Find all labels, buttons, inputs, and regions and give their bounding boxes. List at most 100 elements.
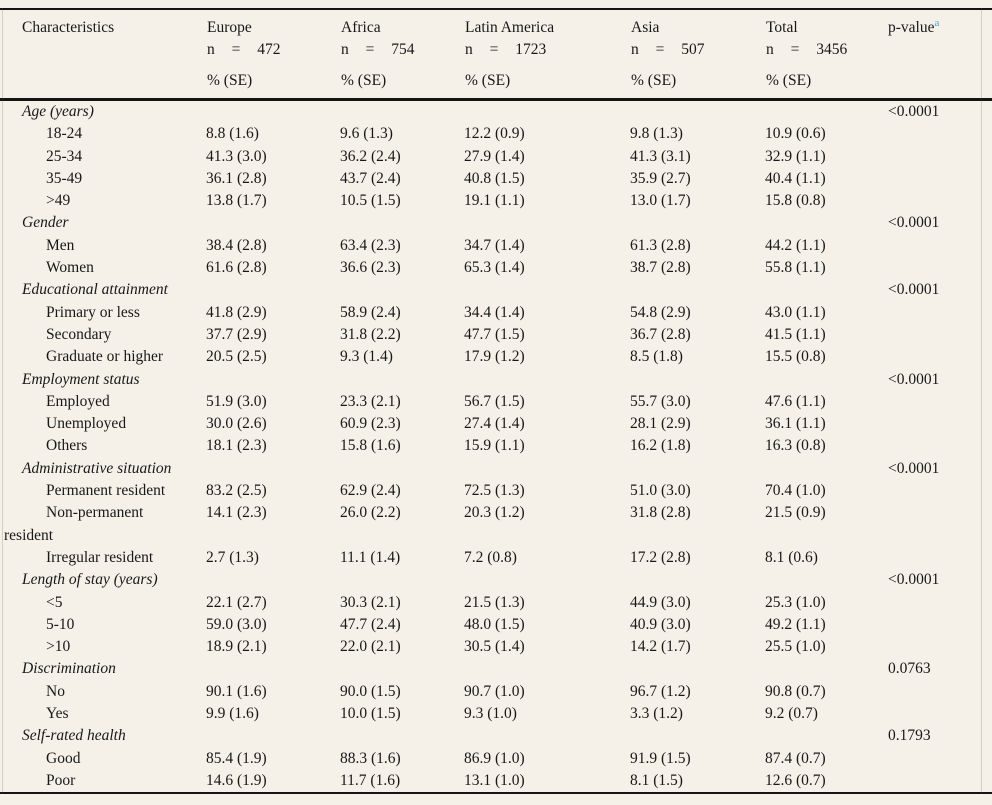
- value-cell: 41.5 (1.1): [765, 325, 826, 343]
- value-cell: 9.6 (1.3): [340, 125, 393, 143]
- data-row: Permanent resident 83.2 (2.5) 62.9 (2.4) 72…: [0, 480, 992, 502]
- p-value-empty: [886, 123, 992, 145]
- value-cell: 23.3 (2.1): [340, 392, 401, 410]
- value-cell: 17.9 (1.2): [464, 348, 525, 366]
- row-label: 18-24: [46, 125, 83, 143]
- left-edge-rule: [2, 8, 3, 794]
- section-label: Discrimination: [22, 660, 116, 678]
- value-cell-empty: [765, 279, 886, 301]
- value-cell-empty: [464, 458, 630, 480]
- value-cell-empty: [630, 725, 765, 747]
- value-cell: 40.4 (1.1): [765, 169, 826, 187]
- value-cell: 48.0 (1.5): [464, 615, 525, 633]
- value-cell: 9.9 (1.6): [206, 705, 259, 723]
- value-cell-empty: [206, 569, 340, 591]
- value-cell: 10.9 (0.6): [765, 125, 826, 143]
- row-label: <5: [46, 593, 63, 611]
- value-cell-empty: [464, 212, 630, 234]
- value-cell: 21.5 (0.9): [765, 504, 826, 522]
- data-row: Good 85.4 (1.9) 88.3 (1.6) 86.9 (1.0) 91.9 (…: [0, 748, 992, 770]
- value-cell-empty: [340, 725, 464, 747]
- section-label: Administrative situation: [22, 459, 172, 477]
- p-value-empty: [886, 190, 992, 212]
- p-value-empty: [886, 636, 992, 658]
- value-cell: 86.9 (1.0): [464, 749, 525, 767]
- value-cell: 12.2 (0.9): [464, 125, 525, 143]
- value-cell-empty: [630, 658, 765, 680]
- data-row: Women 61.6 (2.8) 36.6 (2.3) 65.3 (1.4) 38.7 …: [0, 257, 992, 279]
- value-cell-empty: [630, 279, 765, 301]
- row-label: Permanent resident: [46, 482, 166, 500]
- value-cell-empty: [206, 458, 340, 480]
- value-cell: 51.0 (3.0): [630, 482, 691, 500]
- value-cell: 47.6 (1.1): [765, 392, 826, 410]
- p-value-empty: [886, 480, 992, 502]
- footnote-marker: a: [934, 16, 940, 29]
- value-cell: 36.6 (2.3): [340, 259, 401, 277]
- value-cell: 26.0 (2.2): [340, 504, 401, 522]
- value-cell: 10.0 (1.5): [340, 705, 401, 723]
- value-cell: 8.1 (0.6): [765, 548, 818, 566]
- row-label: Unemployed: [46, 415, 127, 433]
- col-pct: % (SE): [341, 72, 387, 89]
- section-row: Length of stay (years) <0.0001: [0, 569, 992, 591]
- row-label: Poor: [46, 771, 76, 789]
- row-label: Employed: [46, 392, 110, 410]
- value-cell: 22.1 (2.7): [206, 593, 267, 611]
- value-cell-empty: [765, 369, 886, 391]
- value-cell: 8.5 (1.8): [630, 348, 683, 366]
- col-name: Latin America: [465, 19, 555, 36]
- value-cell: 36.1 (1.1): [765, 415, 826, 433]
- value-cell: 41.8 (2.9): [206, 303, 267, 321]
- section-row: Self-rated health 0.1793: [0, 725, 992, 747]
- value-cell-empty: [630, 212, 765, 234]
- p-value-empty: [886, 346, 992, 368]
- header-col-europe: Europe n = 472 % (SE): [206, 9, 340, 100]
- value-cell-empty: [464, 658, 630, 680]
- row-label: Men: [46, 236, 75, 254]
- value-cell: 30.3 (2.1): [340, 593, 401, 611]
- characteristics-table: Characteristics Europe n = 472 % (SE) Af…: [0, 8, 992, 795]
- value-cell: 27.4 (1.4): [464, 415, 525, 433]
- value-cell: 15.5 (0.8): [765, 348, 826, 366]
- p-value-empty: [886, 681, 992, 703]
- p-value: 0.1793: [888, 727, 931, 745]
- value-cell: 59.0 (3.0): [206, 615, 267, 633]
- p-value-empty: [886, 592, 992, 614]
- value-cell-empty: [630, 458, 765, 480]
- value-cell: 38.4 (2.8): [206, 236, 267, 254]
- value-cell: 36.1 (2.8): [206, 169, 267, 187]
- col-name: Asia: [631, 19, 660, 36]
- value-cell-empty: [340, 569, 464, 591]
- value-cell-empty: [206, 369, 340, 391]
- value-cell-empty: [765, 569, 886, 591]
- value-cell: 49.2 (1.1): [765, 615, 826, 633]
- p-value-empty: [886, 391, 992, 413]
- table-body: Age (years) <0.0001 18-24 8.8 (1.6) 9.6 (1.3…: [0, 100, 992, 794]
- value-cell-empty: [630, 369, 765, 391]
- p-value-empty: [886, 257, 992, 279]
- value-cell: 91.9 (1.5): [630, 749, 691, 767]
- data-row: >49 13.8 (1.7) 10.5 (1.5) 19.1 (1.1) 13.0 (1…: [0, 190, 992, 212]
- value-cell: 30.0 (2.6): [206, 415, 267, 433]
- header-col-asia: Asia n = 507 % (SE): [630, 9, 765, 100]
- value-cell: 36.7 (2.8): [630, 325, 691, 343]
- value-cell: 31.8 (2.2): [340, 325, 401, 343]
- p-value-empty: [886, 146, 992, 168]
- value-cell-empty: [206, 100, 340, 124]
- value-cell: 9.2 (0.7): [765, 705, 818, 723]
- value-cell: 15.9 (1.1): [464, 437, 525, 455]
- value-cell: 55.8 (1.1): [765, 259, 826, 277]
- value-cell: 56.7 (1.5): [464, 392, 525, 410]
- section-row: Gender <0.0001: [0, 212, 992, 234]
- data-row: 18-24 8.8 (1.6) 9.6 (1.3) 12.2 (0.9) 9.8 (1.…: [0, 123, 992, 145]
- col-n: n = 472: [207, 41, 281, 58]
- value-cell: 22.0 (2.1): [340, 638, 401, 656]
- value-cell: 90.7 (1.0): [464, 682, 525, 700]
- value-cell-empty: [765, 725, 886, 747]
- row-label: >10: [46, 638, 71, 656]
- value-cell: 25.3 (1.0): [765, 593, 826, 611]
- value-cell: 31.8 (2.8): [630, 504, 691, 522]
- data-row: Others 18.1 (2.3) 15.8 (1.6) 15.9 (1.1) 16.2…: [0, 435, 992, 457]
